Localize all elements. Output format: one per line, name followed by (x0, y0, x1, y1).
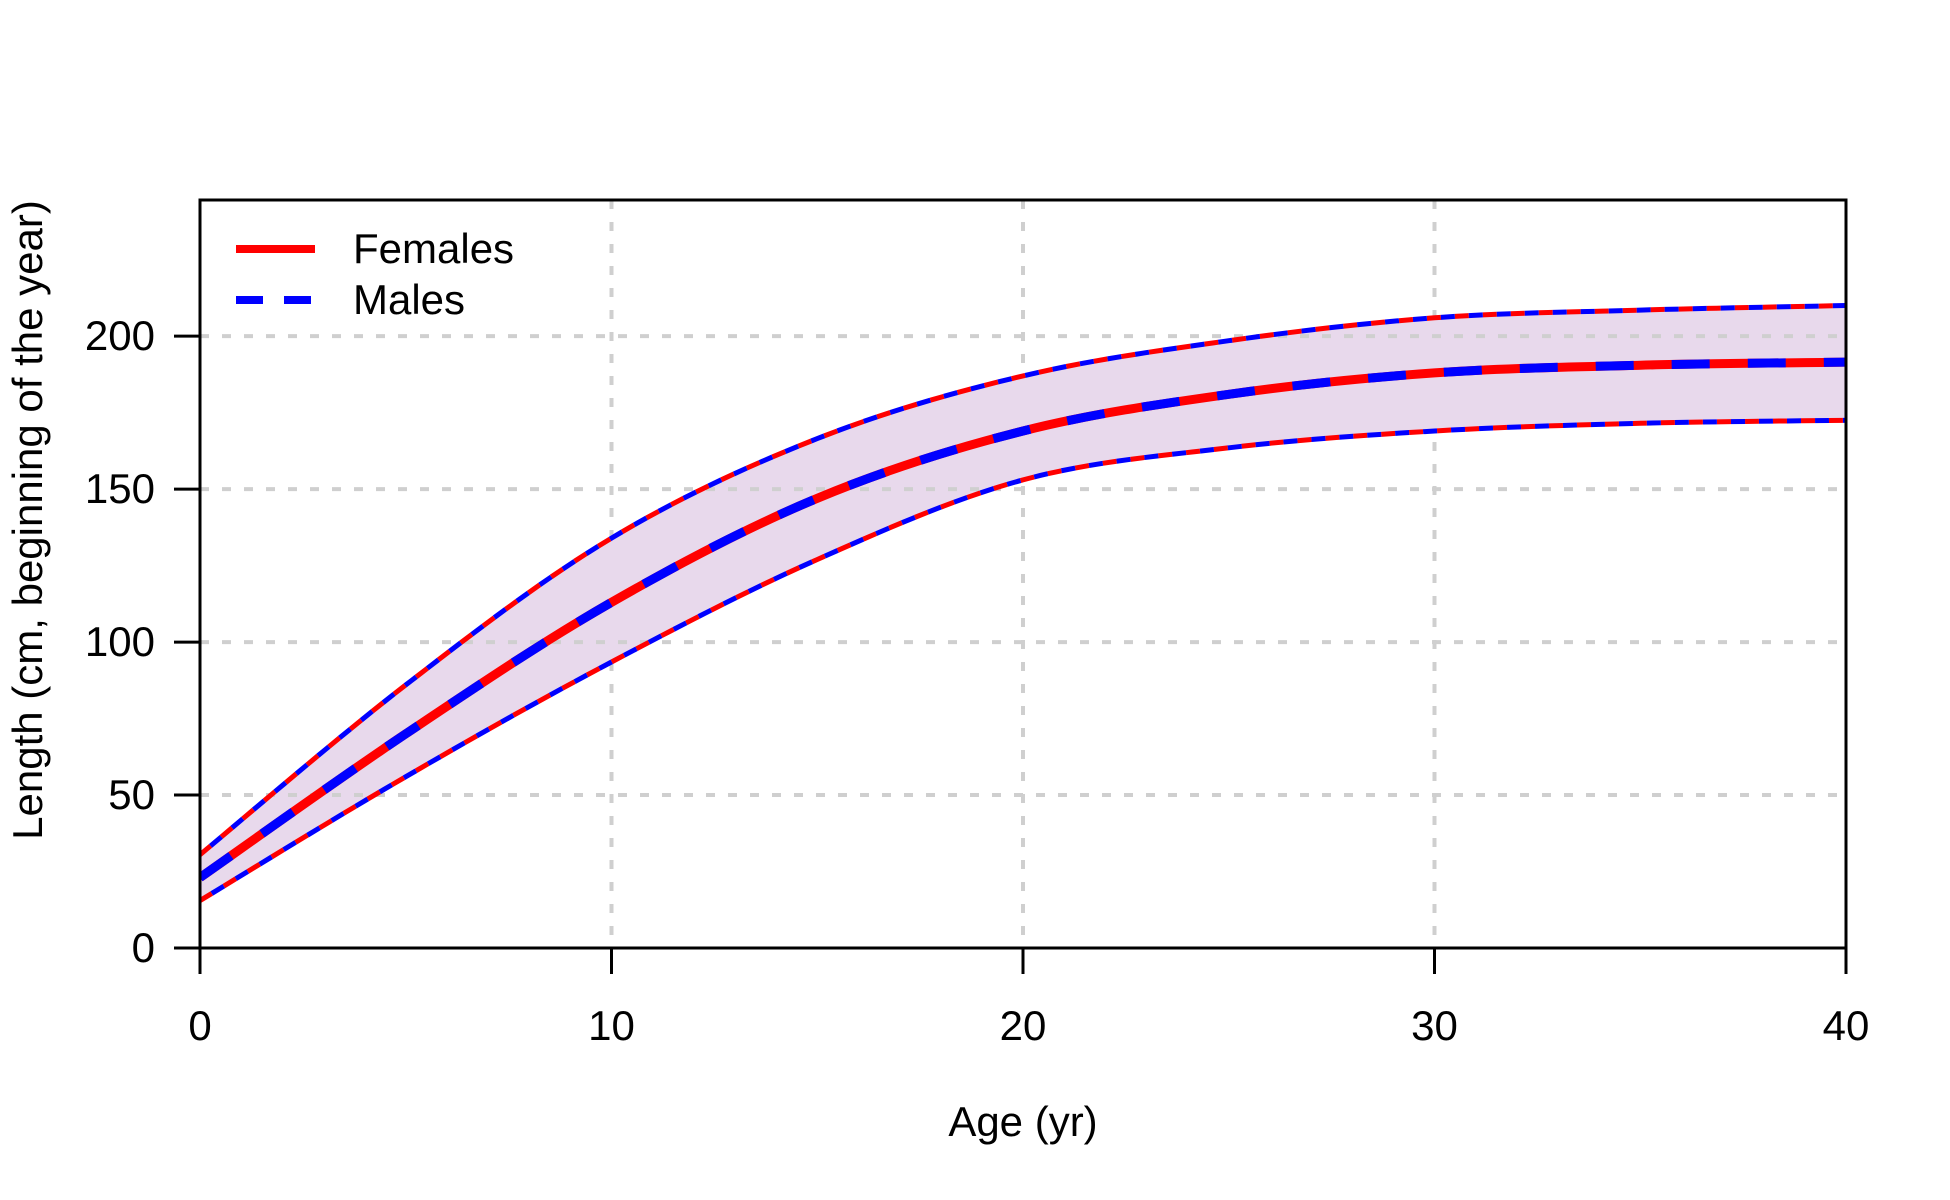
lower-band-edge-blue (200, 417, 1846, 903)
legend-label-males: Males (353, 276, 465, 323)
y-tick-label: 0 (132, 924, 155, 971)
axis-ticks (174, 334, 1848, 974)
y-tick-label: 100 (85, 618, 155, 665)
growth-curves (200, 357, 1846, 882)
x-tick-label: 20 (1000, 1002, 1047, 1049)
legend-label-females: Females (353, 225, 514, 272)
y-tick-label: 50 (108, 771, 155, 818)
y-axis-title: Length (cm, beginning of the year) (4, 200, 51, 840)
y-tick-labels: 0 50 100 150 200 (85, 312, 155, 971)
x-axis-title: Age (yr) (948, 1098, 1097, 1145)
upper-band-edge-red (200, 303, 1846, 857)
x-tick-label: 0 (188, 1002, 211, 1049)
x-tick-label: 10 (588, 1002, 635, 1049)
x-tick-label: 30 (1411, 1002, 1458, 1049)
x-tick-label: 40 (1823, 1002, 1870, 1049)
y-tick-label: 200 (85, 312, 155, 359)
males-curve (200, 357, 1846, 882)
upper-band-edge-blue (200, 303, 1846, 857)
x-tick-labels: 0 10 20 30 40 (188, 1002, 1869, 1049)
horizontal-gridlines (200, 334, 1846, 798)
y-tick-label: 150 (85, 465, 155, 512)
confidence-band-edges (200, 303, 1846, 903)
legend: Females Males (236, 225, 514, 323)
